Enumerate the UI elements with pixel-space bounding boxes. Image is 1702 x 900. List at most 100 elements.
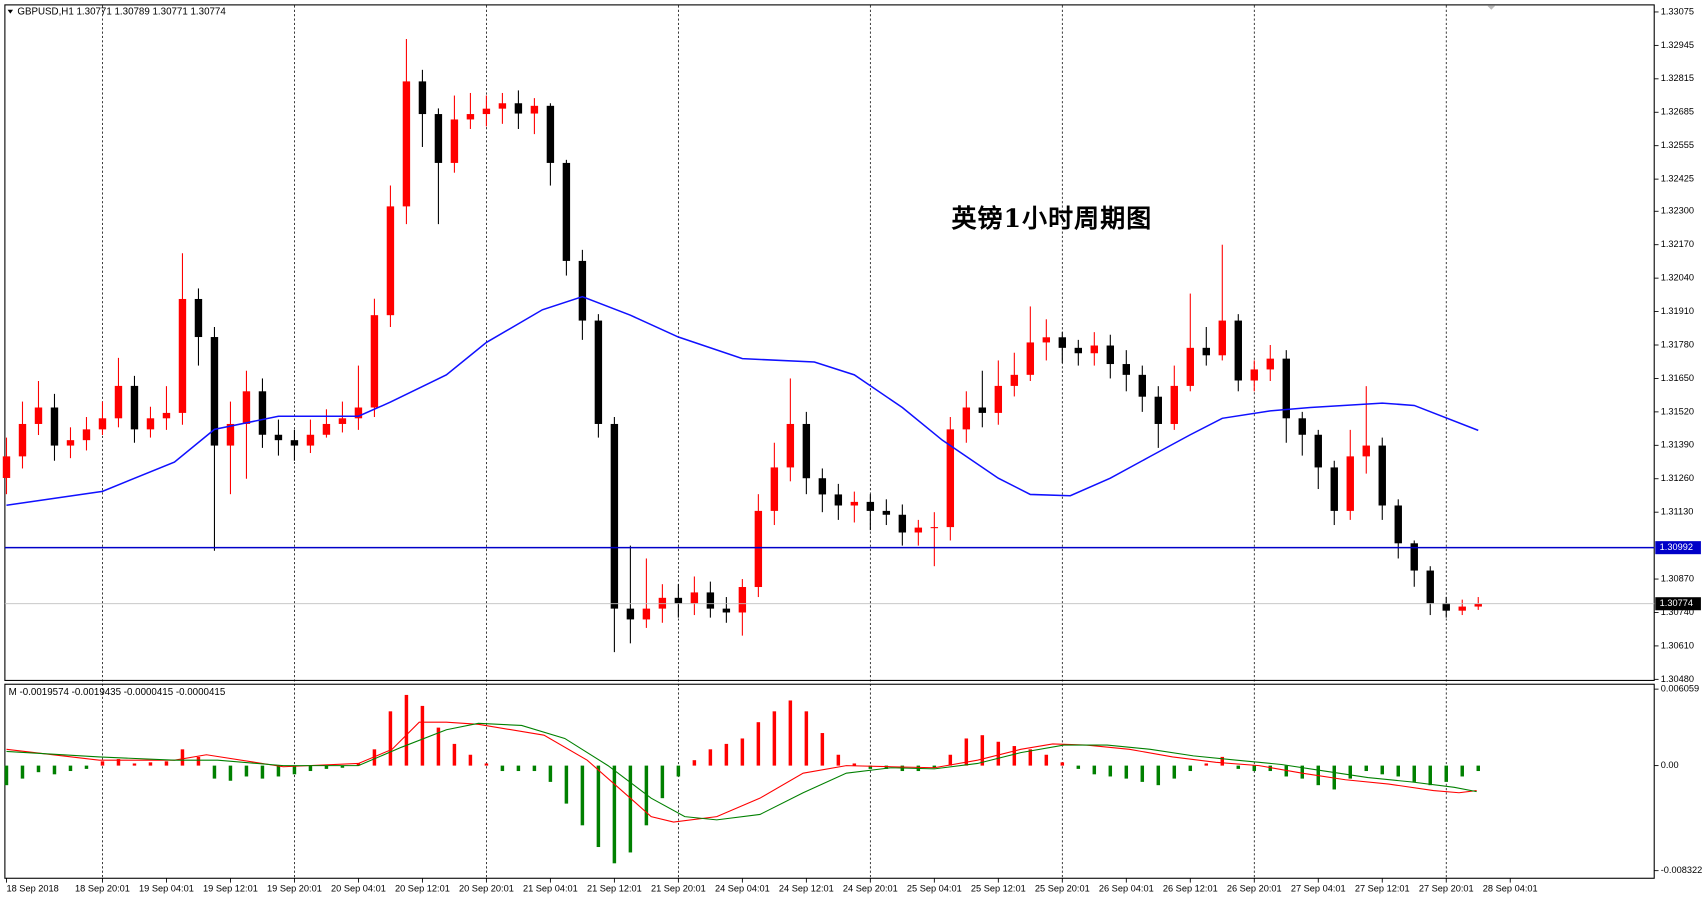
macd-histogram-bar xyxy=(1220,756,1225,766)
macd-histogram-bar xyxy=(564,765,569,804)
macd-histogram-bar xyxy=(1236,765,1241,769)
candle-body xyxy=(322,423,331,435)
candle-body xyxy=(722,608,731,613)
macd-histogram-bar xyxy=(116,759,121,766)
candle-body xyxy=(674,597,683,604)
x-tick-label: 19 Sep 20:01 xyxy=(267,884,322,894)
y-tick-label: 0.006059 xyxy=(1661,684,1699,694)
candle-body xyxy=(370,315,379,408)
macd-histogram-bar xyxy=(996,741,1001,766)
macd-histogram-bar xyxy=(372,749,377,766)
macd-histogram-bar xyxy=(1284,765,1289,777)
candle-body xyxy=(34,407,43,424)
macd-histogram-bar xyxy=(548,765,553,782)
y-tick-label: 1.32555 xyxy=(1661,140,1694,150)
candle-body xyxy=(706,592,715,609)
candle-body xyxy=(418,81,427,115)
macd-histogram-bar xyxy=(260,765,265,779)
candle-body xyxy=(50,407,59,446)
x-tick-label: 28 Sep 04:01 xyxy=(1483,884,1538,894)
x-tick-label: 18 Sep 20:01 xyxy=(75,884,130,894)
macd-histogram-bar xyxy=(1396,765,1400,777)
x-tick-label: 20 Sep 20:01 xyxy=(459,884,514,894)
y-tick-label: 1.32300 xyxy=(1661,206,1694,216)
macd-histogram-bar xyxy=(1060,762,1065,766)
candle-body xyxy=(1282,358,1290,419)
macd-histogram-bar xyxy=(596,765,601,848)
last-price-box xyxy=(1655,597,1701,611)
y-tick-label: 1.31390 xyxy=(1661,440,1694,450)
candle-body xyxy=(1234,320,1242,381)
x-tick-label: 24 Sep 12:01 xyxy=(779,884,834,894)
macd-histogram-bar xyxy=(964,738,969,766)
macd-histogram-bar xyxy=(1108,765,1113,777)
macd-histogram-bar xyxy=(244,765,249,777)
macd-histogram-bar xyxy=(1476,765,1480,772)
candle-body xyxy=(594,320,603,424)
candle-body xyxy=(530,105,539,114)
candle-body xyxy=(850,501,859,506)
candle-body xyxy=(610,423,619,609)
macd-histogram-bar xyxy=(196,756,201,766)
macd-histogram-bar xyxy=(612,765,617,864)
x-tick-label: 24 Sep 04:01 xyxy=(715,884,770,894)
candle-body xyxy=(498,103,507,109)
macd-histogram-bar xyxy=(1076,765,1081,769)
hline-label: 1.30992 xyxy=(1660,542,1693,552)
y-tick-label: 1.31650 xyxy=(1661,373,1694,383)
y-tick-label: 1.31780 xyxy=(1661,339,1694,349)
macd-line xyxy=(6,722,1477,821)
candle-body xyxy=(1170,385,1178,424)
macd-histogram-bar xyxy=(276,765,281,777)
menu-triangle[interactable] xyxy=(7,9,14,14)
x-tick-label: 26 Sep 20:01 xyxy=(1227,884,1282,894)
macd-histogram-bar xyxy=(180,749,185,766)
candle-body xyxy=(994,385,1003,413)
candle-body xyxy=(1378,445,1386,506)
candle-body xyxy=(1362,445,1370,457)
y-tick-label: 1.30740 xyxy=(1661,607,1694,617)
candle-body xyxy=(226,423,235,446)
macd-histogram-bar xyxy=(228,765,233,781)
candle-body xyxy=(1458,606,1466,611)
x-tick-label: 24 Sep 20:01 xyxy=(843,884,898,894)
candle-body xyxy=(466,114,475,120)
y-tick-label: 1.32425 xyxy=(1661,174,1694,184)
candle-body xyxy=(1202,347,1210,356)
candle-body xyxy=(354,407,363,419)
macd-histogram-bar xyxy=(1124,765,1129,779)
y-tick-label: 1.30480 xyxy=(1661,674,1694,684)
macd-histogram-bar xyxy=(708,749,713,766)
hline-label-box xyxy=(1655,541,1701,555)
candle-body xyxy=(290,440,299,446)
x-tick-label: 21 Sep 20:01 xyxy=(651,884,706,894)
candle-body xyxy=(1346,456,1354,511)
macd-histogram-bar xyxy=(1252,765,1257,772)
macd-histogram-bar xyxy=(516,765,521,772)
macd-histogram-bar xyxy=(676,765,681,777)
macd-histogram-bar xyxy=(868,765,873,769)
macd-histogram-bar xyxy=(740,738,745,766)
y-tick-label: 1.31910 xyxy=(1661,306,1694,316)
candle-body xyxy=(82,429,91,441)
candle-body xyxy=(2,456,11,478)
candle-body xyxy=(866,501,875,511)
x-tick-label: 26 Sep 12:01 xyxy=(1163,884,1218,894)
x-tick-label: 19 Sep 12:01 xyxy=(203,884,258,894)
candle-body xyxy=(386,206,395,316)
macd-histogram-bar xyxy=(1460,765,1464,777)
candle-body xyxy=(802,423,811,479)
candle-body xyxy=(1298,418,1306,435)
annotation: 英镑1小时周期图 xyxy=(951,204,1152,233)
candle-body xyxy=(930,527,939,529)
candle-body xyxy=(626,608,635,620)
candle-body xyxy=(114,385,123,419)
macd-histogram-bar xyxy=(1380,765,1384,775)
macd-histogram-bar xyxy=(1156,765,1161,786)
candle-body xyxy=(1106,345,1115,365)
candle-body xyxy=(914,527,923,533)
main-pane-frame xyxy=(4,4,1655,681)
macd-histogram-bar xyxy=(1092,765,1097,775)
candle-body xyxy=(66,440,75,446)
